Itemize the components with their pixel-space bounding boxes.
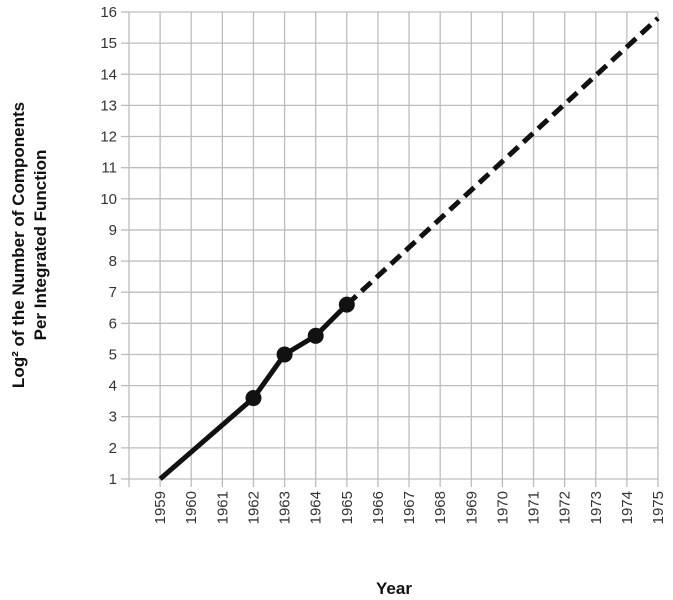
y-tick-label: 3 (109, 409, 117, 426)
y-tick-label: 7 (109, 284, 117, 301)
y-tick-label: 12 (100, 129, 117, 146)
y-tick-label: 1 (109, 471, 117, 488)
projected-series-line (345, 16, 660, 307)
x-tick-label: 1961 (214, 491, 231, 524)
x-tick-label: 1970 (494, 491, 511, 524)
y-tick-label: 14 (100, 66, 117, 83)
x-tick-label: 1963 (277, 491, 294, 524)
data-point (338, 296, 355, 313)
x-tick-label: 1964 (308, 491, 325, 524)
x-tick-label: 1974 (619, 491, 636, 524)
y-tick-label: 2 (109, 440, 117, 457)
x-tick-label: 1966 (370, 491, 387, 524)
markers-layer (245, 296, 355, 407)
data-point (307, 327, 324, 344)
y-axis-title-line2: Per Integrated Function (31, 150, 50, 341)
y-axis-title: Log² of the Number of Components Per Int… (9, 102, 50, 388)
y-tick-marks (121, 11, 129, 480)
x-tick-label: 1968 (432, 491, 449, 524)
y-tick-label: 6 (109, 315, 117, 332)
x-axis-title: Year (376, 579, 412, 598)
y-axis-title-line1: Log² of the Number of Components (9, 102, 28, 388)
data-point (276, 346, 293, 363)
x-tick-label: 1962 (245, 491, 262, 524)
y-tick-label: 5 (109, 346, 117, 363)
x-tick-label: 1967 (401, 491, 418, 524)
x-tick-label: 1971 (526, 491, 543, 524)
y-tick-label: 15 (100, 35, 117, 52)
data-point (245, 390, 262, 407)
x-tick-label: 1959 (152, 491, 169, 524)
x-tick-label: 1973 (588, 491, 605, 524)
y-tick-label: 10 (100, 191, 117, 208)
grid (128, 11, 659, 487)
x-tick-label: 1975 (650, 491, 667, 524)
y-tick-label: 11 (101, 160, 117, 177)
y-tick-label: 16 (100, 4, 117, 21)
x-tick-label: 1972 (557, 491, 574, 524)
x-tick-label: 1960 (183, 491, 200, 524)
x-tick-labels: 1959 1960 1961 1962 1963 1964 1965 1966 1967 1968… (152, 491, 667, 524)
y-tick-label: 13 (100, 97, 117, 114)
y-tick-label: 9 (109, 222, 117, 239)
x-tick-label: 1965 (339, 491, 356, 524)
y-tick-label: 8 (109, 253, 117, 270)
y-tick-label: 4 (109, 378, 117, 395)
x-tick-label: 1969 (463, 491, 480, 524)
